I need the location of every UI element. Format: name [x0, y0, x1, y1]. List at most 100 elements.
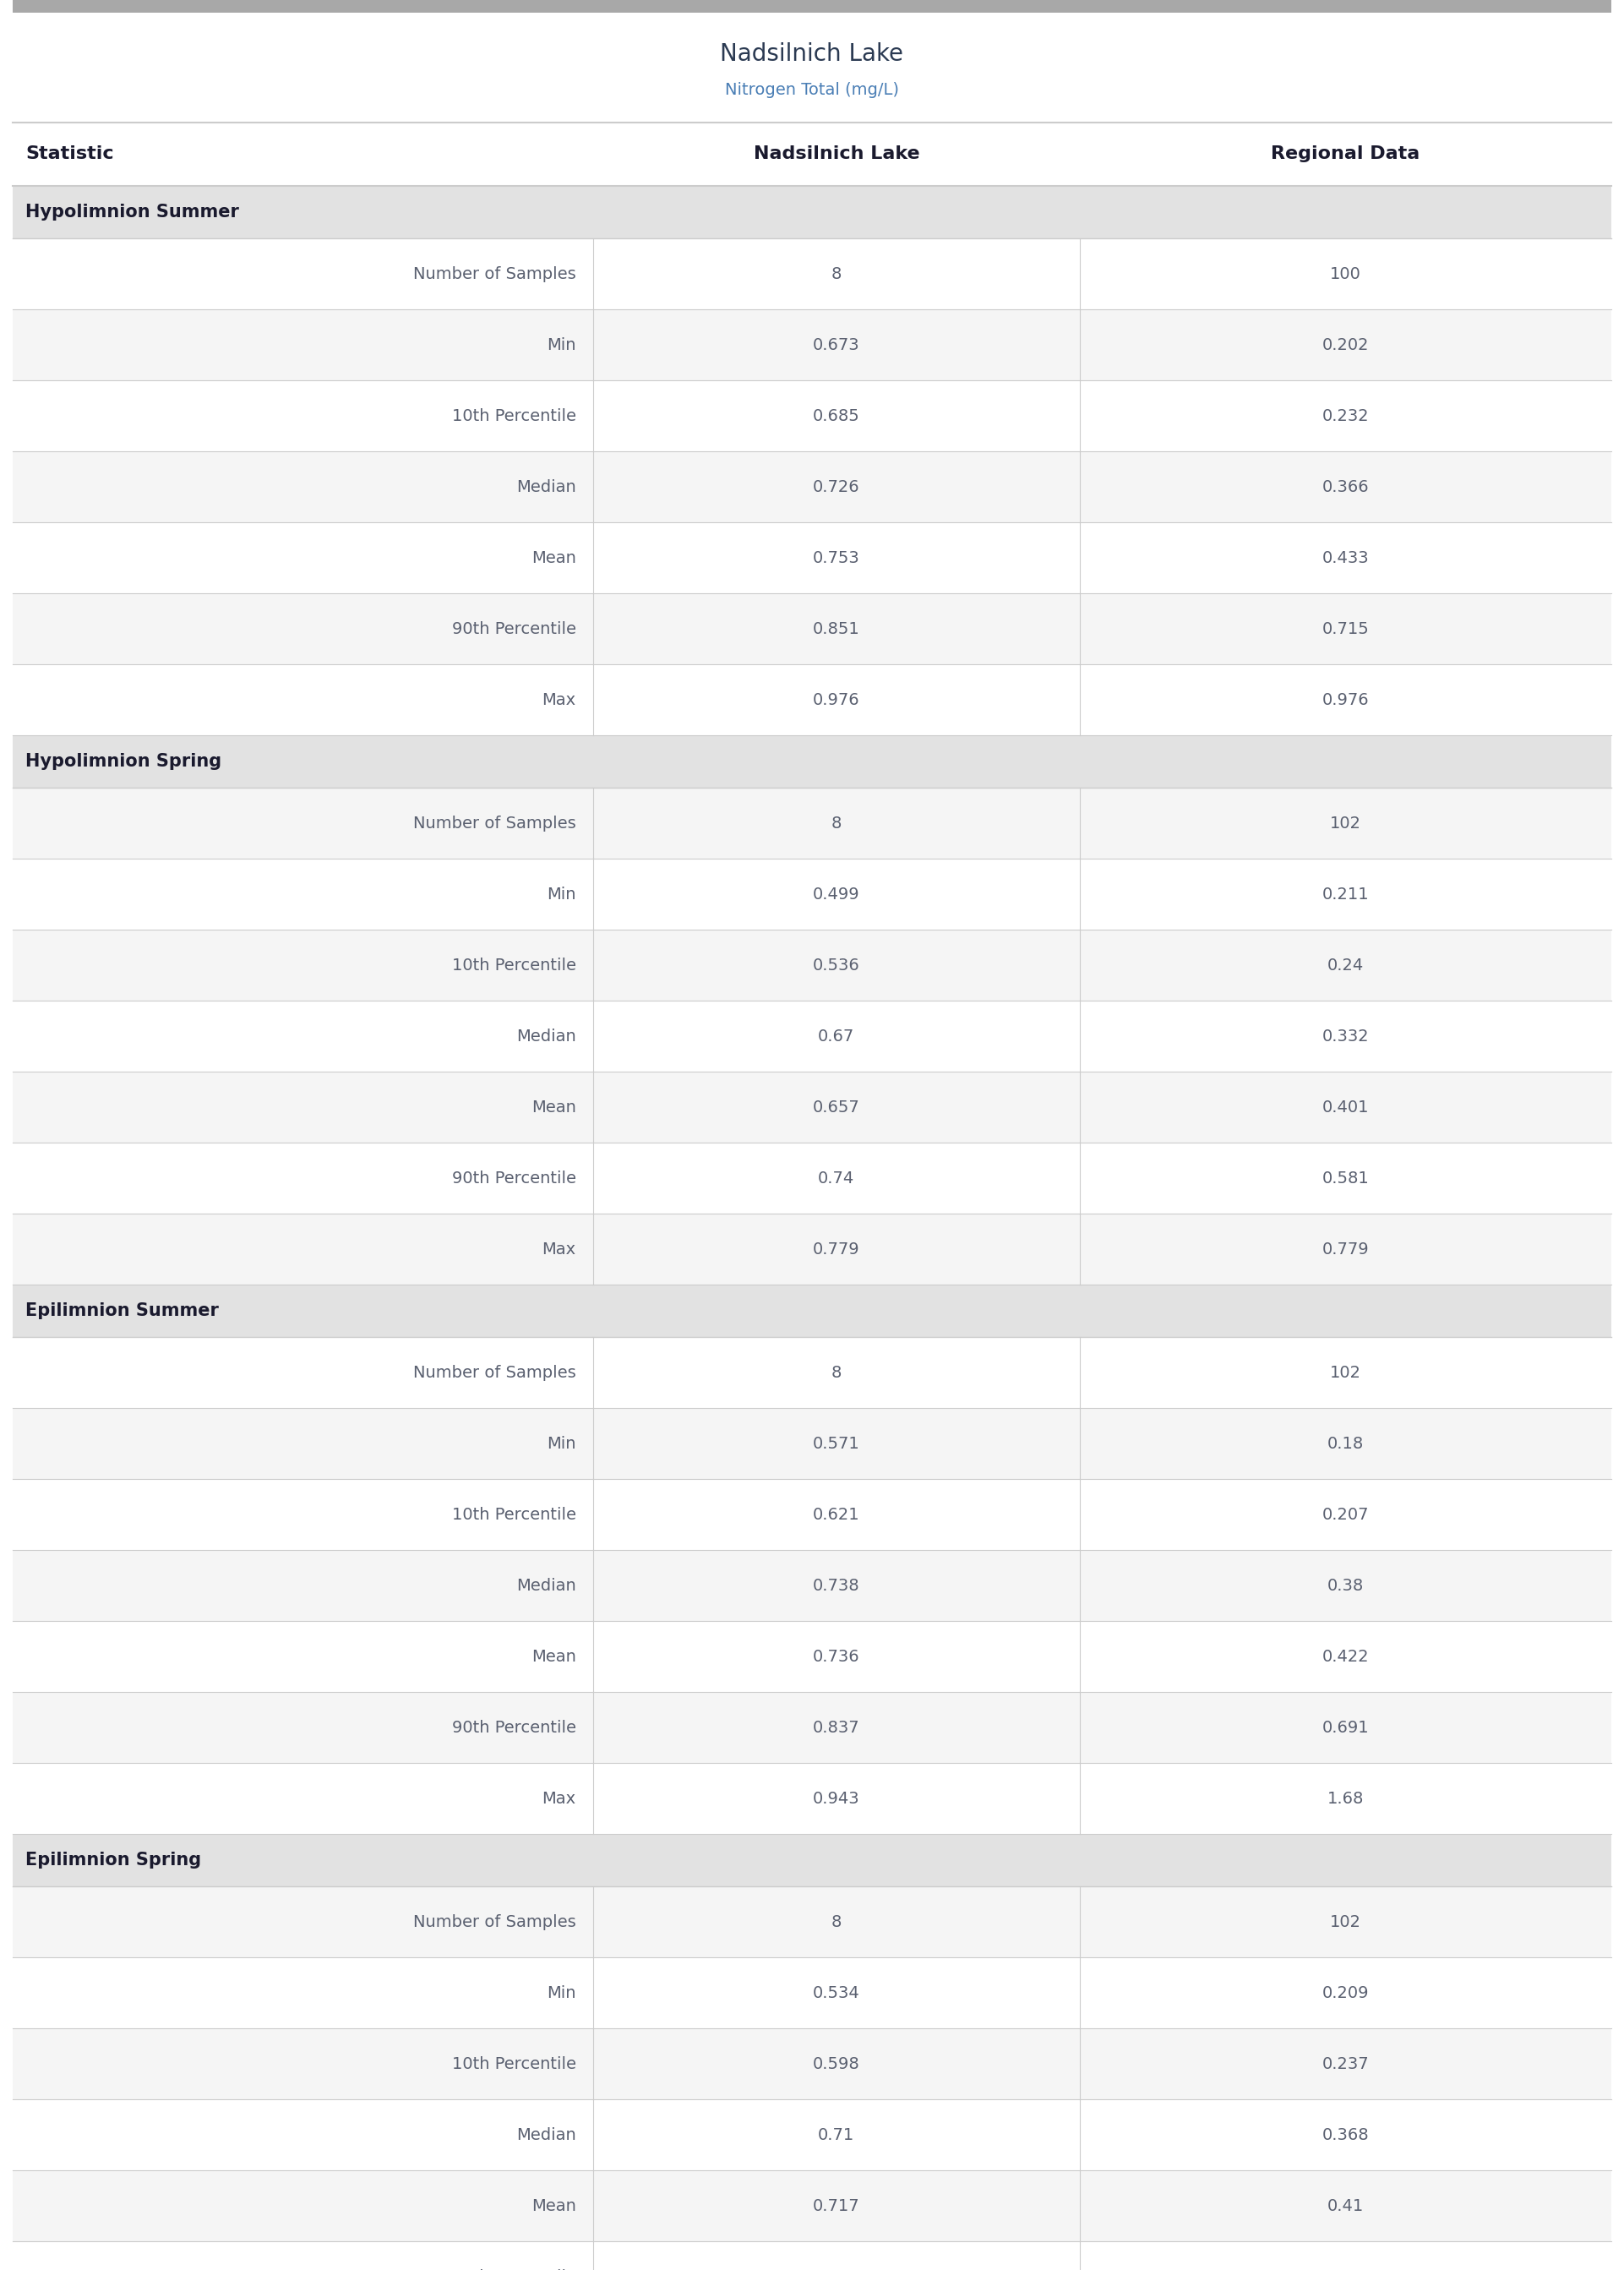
Text: 102: 102 — [1330, 815, 1361, 831]
Bar — [13, 788, 1611, 858]
Bar — [13, 1480, 1611, 1550]
Text: 0.237: 0.237 — [1322, 2057, 1369, 2073]
Text: Epilimnion Spring: Epilimnion Spring — [26, 1852, 201, 1868]
Text: 1.68: 1.68 — [1327, 1791, 1364, 1807]
Bar — [13, 1337, 1611, 1407]
Text: Number of Samples: Number of Samples — [412, 1364, 577, 1380]
Bar — [13, 1621, 1611, 1691]
Text: 10th Percentile: 10th Percentile — [451, 958, 577, 974]
Text: 0.433: 0.433 — [1322, 549, 1369, 565]
Text: Median: Median — [516, 1578, 577, 1594]
Text: 0.401: 0.401 — [1322, 1099, 1369, 1115]
Text: 0.18: 0.18 — [1327, 1435, 1364, 1451]
Text: 0.736: 0.736 — [814, 1648, 859, 1664]
Text: Max: Max — [542, 692, 577, 708]
Text: Nadsilnich Lake: Nadsilnich Lake — [721, 43, 903, 66]
Text: 100: 100 — [1330, 266, 1361, 281]
Text: 8: 8 — [831, 815, 841, 831]
Bar — [13, 858, 1611, 931]
Text: Hypolimnion Summer: Hypolimnion Summer — [26, 204, 239, 220]
Text: Nitrogen Total (mg/L): Nitrogen Total (mg/L) — [724, 82, 900, 98]
Text: 102: 102 — [1330, 1914, 1361, 1930]
Text: 0.207: 0.207 — [1322, 1507, 1369, 1523]
Bar — [13, 452, 1611, 522]
Text: Max: Max — [542, 1242, 577, 1258]
Text: Regional Data: Regional Data — [1272, 145, 1419, 163]
Text: 0.211: 0.211 — [1322, 885, 1369, 901]
Bar — [13, 1071, 1611, 1142]
Bar — [13, 1214, 1611, 1285]
Bar — [13, 1001, 1611, 1071]
Text: 0.71: 0.71 — [818, 2127, 854, 2143]
Text: 0.673: 0.673 — [814, 336, 859, 352]
Text: Mean: Mean — [531, 1648, 577, 1664]
Bar — [13, 665, 1611, 735]
Bar — [13, 1142, 1611, 1214]
Text: 0.67: 0.67 — [818, 1028, 854, 1044]
Text: 0.571: 0.571 — [812, 1435, 861, 1451]
Text: Mean: Mean — [531, 2197, 577, 2213]
Bar — [13, 1764, 1611, 1834]
Text: 8: 8 — [831, 1914, 841, 1930]
Bar — [13, 238, 1611, 309]
Text: 0.753: 0.753 — [812, 549, 861, 565]
Text: 0.41: 0.41 — [1327, 2197, 1364, 2213]
Bar — [13, 2170, 1611, 2240]
Bar — [13, 522, 1611, 592]
Bar — [13, 1957, 1611, 2029]
Text: Min: Min — [547, 1435, 577, 1451]
Text: 0.691: 0.691 — [1322, 1718, 1369, 1737]
Bar — [13, 1834, 1611, 1886]
Bar — [13, 2029, 1611, 2100]
Bar — [13, 1886, 1611, 1957]
Text: 0.779: 0.779 — [1322, 1242, 1369, 1258]
Text: Mean: Mean — [531, 1099, 577, 1115]
Text: 0.976: 0.976 — [814, 692, 859, 708]
Text: 0.534: 0.534 — [812, 1984, 861, 2000]
Text: Median: Median — [516, 479, 577, 495]
Bar — [13, 186, 1611, 238]
Text: Statistic: Statistic — [26, 145, 114, 163]
Text: Nadsilnich Lake: Nadsilnich Lake — [754, 145, 919, 163]
Bar — [13, 1691, 1611, 1764]
Text: 102: 102 — [1330, 1364, 1361, 1380]
Text: Number of Samples: Number of Samples — [412, 266, 577, 281]
Text: 0.38: 0.38 — [1327, 1578, 1364, 1594]
Text: 10th Percentile: 10th Percentile — [451, 409, 577, 424]
Text: 0.232: 0.232 — [1322, 409, 1369, 424]
Text: Min: Min — [547, 336, 577, 352]
Bar — [13, 2100, 1611, 2170]
Bar — [13, 1407, 1611, 1480]
Bar — [13, 735, 1611, 788]
Text: 0.738: 0.738 — [814, 1578, 859, 1594]
Text: 0.837: 0.837 — [814, 1718, 859, 1737]
Text: 0.24: 0.24 — [1327, 958, 1364, 974]
Text: 0.209: 0.209 — [1322, 1984, 1369, 2000]
Text: Hypolimnion Spring: Hypolimnion Spring — [26, 754, 222, 770]
Text: 0.621: 0.621 — [814, 1507, 859, 1523]
Text: 8: 8 — [831, 1364, 841, 1380]
Bar — [13, 14, 1611, 123]
Text: 0.779: 0.779 — [814, 1242, 859, 1258]
Text: 10th Percentile: 10th Percentile — [451, 2057, 577, 2073]
Text: Epilimnion Summer: Epilimnion Summer — [26, 1303, 219, 1319]
Text: Number of Samples: Number of Samples — [412, 1914, 577, 1930]
Text: 8: 8 — [831, 266, 841, 281]
Bar — [13, 309, 1611, 381]
Text: 0.499: 0.499 — [814, 885, 859, 901]
Bar — [13, 1550, 1611, 1621]
Bar — [13, 0, 1611, 14]
Text: 0.422: 0.422 — [1322, 1648, 1369, 1664]
Bar — [13, 2240, 1611, 2270]
Text: Median: Median — [516, 1028, 577, 1044]
Text: 0.366: 0.366 — [1322, 479, 1369, 495]
Text: 0.598: 0.598 — [812, 2057, 861, 2073]
Text: Min: Min — [547, 1984, 577, 2000]
Text: 0.202: 0.202 — [1322, 336, 1369, 352]
Text: 0.943: 0.943 — [814, 1791, 859, 1807]
Bar — [13, 123, 1611, 186]
Text: Min: Min — [547, 885, 577, 901]
Text: 0.685: 0.685 — [812, 409, 861, 424]
Bar — [13, 931, 1611, 1001]
Text: 0.74: 0.74 — [818, 1169, 854, 1187]
